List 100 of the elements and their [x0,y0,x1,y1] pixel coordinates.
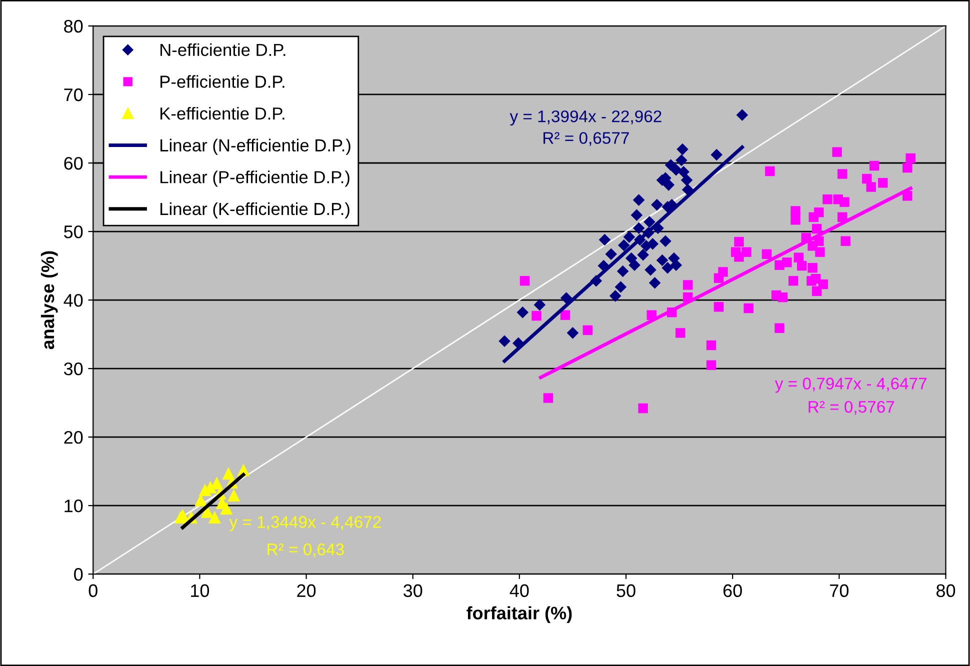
y-tick-label: 0 [74,568,83,581]
point [651,198,663,211]
x-tick-label: 40 [510,584,529,598]
point [220,502,233,515]
point [609,290,622,302]
legend-label: Linear (K-efficientie D.P.) [160,202,350,219]
point [614,281,627,293]
point [646,310,656,320]
point [516,306,529,318]
point [797,260,807,271]
point [598,234,611,246]
point [815,247,825,257]
point [623,231,636,243]
point [734,236,744,247]
annotation: y = 1,3449x - 4,4672 [229,516,381,532]
point [644,264,656,276]
point [637,248,649,261]
point [718,267,728,277]
point [808,212,818,222]
x-tick-label: 20 [297,584,316,598]
point [869,160,880,171]
x-tick-label: 50 [616,584,636,598]
y-tick-label: 10 [64,500,83,512]
annotation: y = 1,3994x - 22,962 [510,110,662,126]
point [618,239,630,252]
point [228,489,240,502]
point [906,153,916,164]
legend-label: Linear (P-efficientie D.P.) [160,170,350,187]
x-tick-label: 30 [404,584,422,598]
point [678,166,690,178]
point [778,292,788,302]
point [616,265,629,278]
point [543,393,554,403]
point [706,340,716,350]
point [582,325,593,336]
x-axis-title: forfaitair (%) [466,606,572,624]
point [734,252,744,262]
point [680,174,693,186]
legend-label: P-efficientie D.P. [160,75,284,88]
point [866,182,876,192]
point [662,179,675,191]
point [765,166,775,176]
point [840,197,850,207]
x-tick-label: 70 [830,584,849,598]
annotation: R² = 0,6577 [544,132,629,146]
y-tick-label: 30 [64,362,83,376]
point [630,209,643,221]
point [605,248,617,260]
point [632,222,645,234]
point [774,260,784,270]
point [208,510,221,524]
point [790,206,800,216]
point [808,241,818,251]
point [838,169,848,179]
point [790,215,800,225]
point [660,235,672,247]
y-tick-label: 80 [64,20,83,33]
point [676,154,688,166]
point [662,262,674,274]
point [670,259,682,271]
y-tick-label: 60 [64,156,83,170]
point [560,292,572,304]
point [822,194,832,204]
point [762,249,772,259]
point [774,323,784,333]
y-tick-label: 40 [64,294,83,307]
point [744,303,754,314]
point [788,276,798,286]
point [656,254,668,266]
point [840,236,850,246]
point [812,286,822,296]
point [902,162,912,173]
point [682,280,693,290]
point [520,276,530,286]
point [566,327,579,339]
y-tick-label: 50 [64,225,83,238]
legend-label: K-efficientie D.P. [160,106,284,120]
x-tick-label: 0 [88,584,98,598]
point [706,360,716,370]
point [878,178,888,188]
x-tick-label: 60 [723,584,742,598]
point [676,328,686,338]
point [812,224,822,234]
point [532,310,542,321]
point [628,259,640,271]
point [714,302,724,312]
legend-label: Linear (N-efficientie D.P.) [160,138,350,155]
point [644,216,656,228]
point [638,403,648,414]
x-tick-label: 80 [936,584,956,598]
point [560,310,570,320]
point [534,298,546,311]
point [832,147,842,157]
point [648,277,661,289]
point [808,262,818,273]
point [676,143,688,156]
y-tick-label: 70 [64,88,83,102]
legend-label: N-efficientie D.P. [160,43,286,56]
point [710,148,722,161]
point [198,484,212,496]
